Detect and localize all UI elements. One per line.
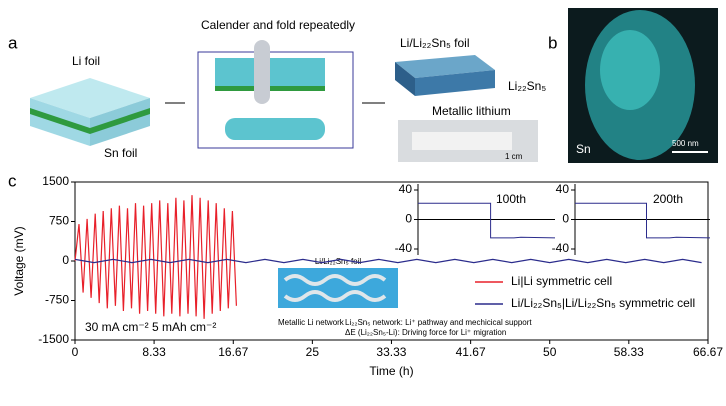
label: Metallic lithium bbox=[432, 104, 511, 118]
annotation: 30 mA cm⁻² 5 mAh cm⁻² bbox=[85, 320, 216, 334]
x-tick-label: 0 bbox=[72, 345, 79, 359]
y-axis-label: Voltage (mV) bbox=[12, 226, 26, 295]
schematic bbox=[278, 268, 398, 308]
foil-stack bbox=[30, 78, 150, 146]
x-tick-label: 33.33 bbox=[376, 345, 406, 359]
figure: a Calender and fold repeatedly Li foil S… bbox=[0, 0, 726, 401]
inset-title: 200th bbox=[653, 192, 683, 206]
x-tick-label: 16.67 bbox=[218, 345, 248, 359]
y-tick-label: -1500 bbox=[38, 332, 69, 346]
panel-label: a bbox=[8, 33, 18, 52]
label: Sn foil bbox=[104, 146, 137, 160]
label: Li/Li₂₂Sn₅ foil bbox=[400, 36, 470, 50]
x-tick-label: 8.33 bbox=[142, 345, 166, 359]
label: Li₂₂Sn₅ bbox=[508, 79, 546, 93]
label: Li foil bbox=[72, 54, 100, 68]
micrograph-label: Sn bbox=[576, 142, 591, 156]
inset-title: 100th bbox=[496, 192, 526, 206]
y-tick-label: -750 bbox=[45, 293, 69, 307]
schematic-note: Metallic Li network bbox=[278, 318, 345, 327]
scale-label: 1 cm bbox=[505, 152, 523, 161]
series-line bbox=[418, 203, 555, 238]
panel-label: b bbox=[548, 33, 557, 52]
y-tick-label: 0 bbox=[62, 253, 69, 267]
photo-foil bbox=[412, 132, 512, 150]
folded-foil bbox=[225, 118, 325, 140]
y-tick-label: 0 bbox=[562, 212, 569, 226]
series-line bbox=[75, 259, 702, 262]
series-line bbox=[75, 195, 236, 319]
schematic-note: ΔE (Li₂₂Sn₅-Li): Driving force for Li⁺ m… bbox=[345, 328, 506, 337]
y-tick-label: -40 bbox=[552, 241, 570, 255]
schematic-note: Li₂₂Sn₅ network: Li⁺ pathway and mechici… bbox=[345, 318, 532, 327]
diagram-title: Calender and fold repeatedly bbox=[201, 18, 355, 32]
legend-label: Li|Li symmetric cell bbox=[511, 274, 612, 288]
x-axis-label: Time (h) bbox=[369, 364, 413, 378]
y-tick-label: 1500 bbox=[42, 174, 69, 188]
roller bbox=[254, 40, 270, 104]
scale-label: 500 nm bbox=[672, 139, 699, 148]
x-tick-label: 25 bbox=[306, 345, 320, 359]
x-tick-label: 41.67 bbox=[456, 345, 486, 359]
series-line bbox=[575, 203, 710, 238]
legend-label: Li/Li₂₂Sn₅|Li/Li₂₂Sn₅ symmetric cell bbox=[511, 296, 695, 310]
x-tick-label: 50 bbox=[543, 345, 557, 359]
y-tick-label: 40 bbox=[399, 182, 413, 196]
y-tick-label: 0 bbox=[405, 212, 412, 226]
sn-map bbox=[600, 30, 660, 110]
x-tick-label: 66.67 bbox=[693, 345, 723, 359]
y-tick-label: 40 bbox=[556, 182, 570, 196]
x-tick-label: 58.33 bbox=[614, 345, 644, 359]
y-tick-label: 750 bbox=[49, 214, 69, 228]
y-tick-label: -40 bbox=[395, 241, 413, 255]
panel-label: c bbox=[8, 171, 17, 190]
